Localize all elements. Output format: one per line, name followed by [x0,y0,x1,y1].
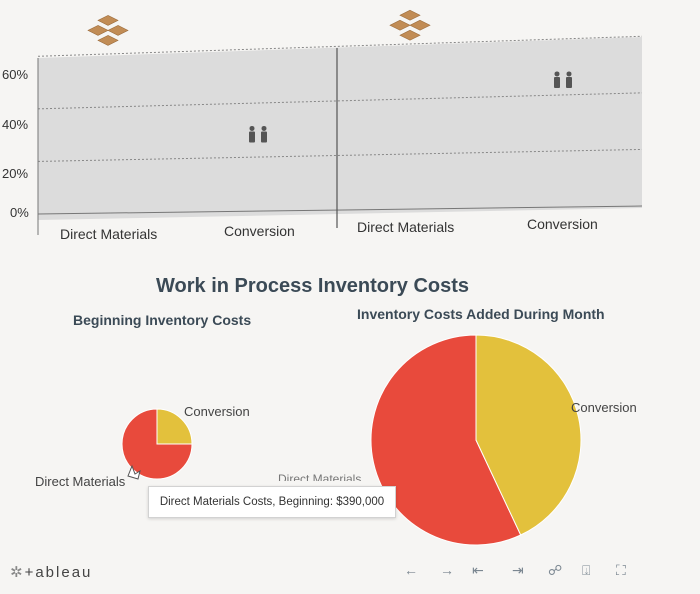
box-face [107,25,129,36]
tooltip: Direct Materials Costs, Beginning: $390,… [148,486,396,518]
box-face [97,35,119,46]
pie-section-title: Work in Process Inventory Costs [156,275,470,297]
boxes-icon [87,15,129,46]
added-during-month-subtitle: Inventory Costs Added During Month [357,306,605,322]
small-pie-conversion-label: Conversion [184,404,250,419]
box-face [399,29,421,41]
person-head [554,71,560,77]
people-icon [554,71,572,88]
share-icon[interactable]: ☍ [548,562,563,578]
download-icon[interactable]: ⍗ [582,562,591,578]
y-tick-40: 40% [2,117,29,132]
person-body [249,131,255,143]
undo-icon[interactable]: ← [404,562,418,578]
x-category-direct-materials-1: Direct Materials [60,226,158,242]
person-head [566,71,572,77]
redo-icon[interactable]: → [440,562,454,578]
person-body [554,76,560,88]
person-head [261,125,267,131]
box-face [409,19,431,31]
box-face [97,15,119,26]
revert-icon[interactable]: ⇤ [472,562,484,578]
people-icon [249,125,267,143]
pie-charts [121,334,582,546]
small-pie-direct-materials-label: Direct Materials [35,474,126,489]
x-axis-line [37,205,643,215]
box-face [87,25,109,36]
x-category-conversion-1: Conversion [224,223,295,239]
tableau-logo-icon: ✲ [10,564,25,581]
x-category-conversion-2: Conversion [527,216,598,232]
boxes-icon [389,9,431,41]
reset-icon[interactable]: ⇥ [512,562,524,578]
fullscreen-icon[interactable]: ⛶ [616,562,626,578]
pointer-cursor-icon [127,464,141,480]
box-face [389,19,411,31]
bar-chart [0,9,643,235]
y-axis-area [0,40,38,230]
y-tick-0: 0% [10,205,29,220]
grid-line [37,148,643,162]
y-tick-20: 20% [2,166,29,181]
grid-line [37,35,643,57]
box-face [399,9,421,21]
pie-slice-direct-materials [370,334,522,546]
large-pie-conversion-label: Conversion [571,400,637,415]
person-head [249,125,255,131]
person-body [261,131,267,143]
pie-slice-conversion [156,408,193,445]
x-category-direct-materials-2: Direct Materials [357,219,455,235]
tableau-logo[interactable]: ✲+ableau [10,564,93,581]
grid-line [37,92,643,110]
y-tick-60: 60% [2,67,29,82]
added-during-month-pie [370,334,582,546]
large-pie-direct-materials-label: Direct Materials [278,472,362,481]
plot-area [38,37,642,220]
pie-slice-conversion [475,334,582,536]
person-body [566,76,572,88]
beginning-inventory-subtitle: Beginning Inventory Costs [73,312,252,328]
